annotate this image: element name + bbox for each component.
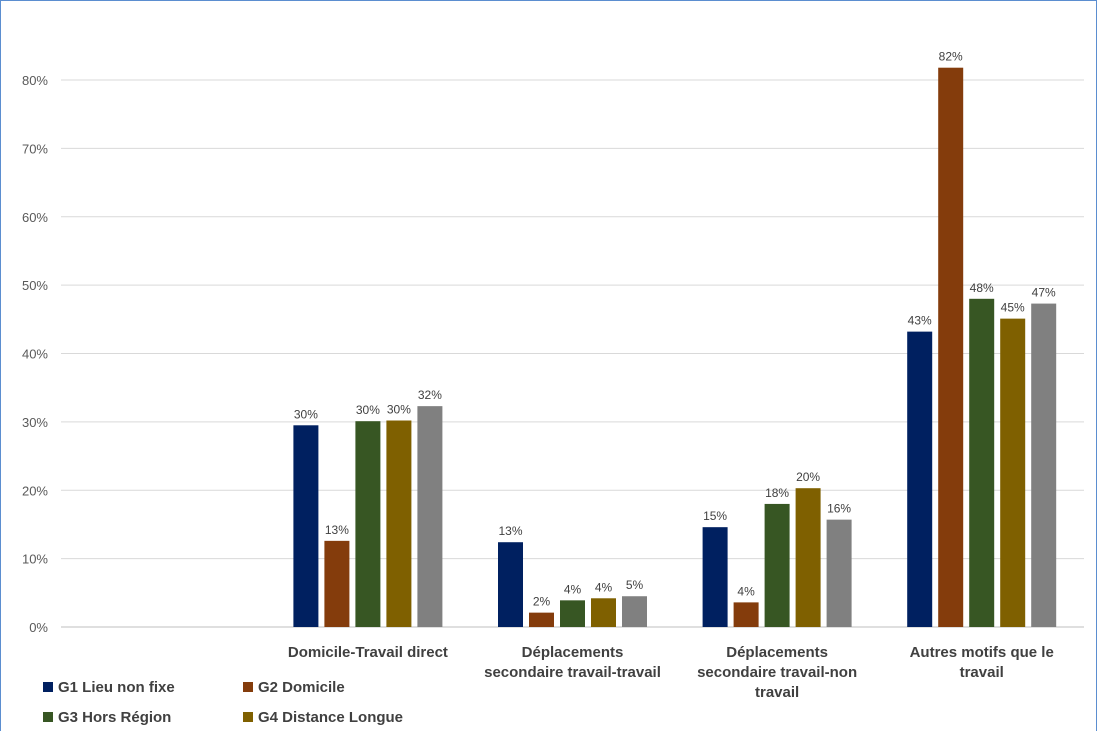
data-label: 15%: [703, 509, 727, 523]
legend-swatch: [243, 712, 253, 722]
y-tick-label: 30%: [22, 415, 48, 430]
data-label: 2%: [533, 595, 551, 609]
y-tick-label: 0%: [29, 620, 48, 635]
bar: [591, 598, 616, 627]
data-label: 30%: [356, 403, 380, 417]
gridlines: [61, 79, 1084, 628]
bar: [733, 602, 759, 627]
data-label: 30%: [294, 407, 318, 421]
legend-label: G2 Domicile: [258, 679, 345, 696]
bar: [622, 596, 647, 627]
bar: [1000, 318, 1026, 627]
bar: [293, 425, 319, 627]
y-tick-label: 70%: [22, 141, 48, 156]
legend-item: G1 Lieu non fixe: [43, 679, 175, 696]
bar: [386, 420, 412, 627]
bars: [293, 67, 1057, 627]
data-label: 82%: [939, 50, 963, 64]
data-label: 30%: [387, 403, 411, 417]
data-label: 32%: [418, 388, 442, 402]
data-label: 5%: [626, 578, 644, 592]
bar: [355, 421, 381, 627]
x-category-label: Déplacements: [522, 644, 624, 661]
x-category-label: Déplacements: [726, 644, 828, 661]
x-category-label: Autres motifs que le: [910, 644, 1054, 661]
bar: [764, 503, 790, 627]
legend-item: G4 Distance Longue: [243, 709, 403, 726]
y-tick-label: 20%: [22, 483, 48, 498]
y-tick-label: 60%: [22, 210, 48, 225]
bar: [938, 67, 964, 627]
data-label: 4%: [564, 582, 582, 596]
legend-swatch: [43, 682, 53, 692]
bar: [826, 519, 852, 627]
x-category-label: Domicile-Travail direct: [288, 644, 448, 661]
legend-swatch: [43, 712, 53, 722]
x-category-label: secondaire travail-travail: [484, 664, 661, 681]
data-label: 48%: [970, 281, 994, 295]
legend-item: G3 Hors Région: [43, 709, 171, 726]
data-label: 16%: [827, 502, 851, 516]
y-tick-label: 50%: [22, 278, 48, 293]
data-label: 4%: [737, 584, 755, 598]
data-label: 43%: [908, 314, 932, 328]
data-label: 47%: [1032, 286, 1056, 300]
bar: [417, 406, 443, 627]
bar: [969, 298, 995, 627]
x-axis-categories: Domicile-Travail direct Déplacements secon…: [288, 644, 1054, 701]
bar: [560, 600, 585, 627]
y-tick-label: 40%: [22, 347, 48, 362]
data-label: 20%: [796, 470, 820, 484]
data-label: 4%: [595, 580, 613, 594]
legend-label: G1 Lieu non fixe: [58, 679, 175, 696]
bar: [795, 488, 821, 627]
data-label: 18%: [765, 486, 789, 500]
bar: [324, 540, 350, 627]
bar: [498, 542, 523, 627]
y-tick-label: 10%: [22, 552, 48, 567]
x-category-label: travail: [755, 684, 799, 701]
x-category-label: travail: [960, 664, 1004, 681]
legend-item: G2 Domicile: [243, 679, 345, 696]
legend-label: G3 Hors Région: [58, 709, 171, 726]
legend-swatch: [243, 682, 253, 692]
y-axis: 0% 10% 20% 30% 40% 50% 60% 70% 80%: [22, 73, 48, 635]
y-tick-label: 80%: [22, 73, 48, 88]
legend: G1 Lieu non fixe G2 Domicile G3 Hors Régio…: [43, 679, 403, 726]
bar: [529, 612, 554, 627]
data-label: 45%: [1001, 301, 1025, 315]
bar: [702, 527, 728, 627]
bar: [1031, 303, 1057, 627]
data-labels: 30% 13% 30% 30% 32% 13% 2% 4% 4% 5% 15% 4% 18% 20% 16%…: [294, 50, 1056, 609]
x-category-label: secondaire travail-non: [697, 664, 857, 681]
data-label: 13%: [325, 523, 349, 537]
data-label: 13%: [498, 524, 522, 538]
bar: [907, 331, 933, 627]
legend-label: G4 Distance Longue: [258, 709, 403, 726]
